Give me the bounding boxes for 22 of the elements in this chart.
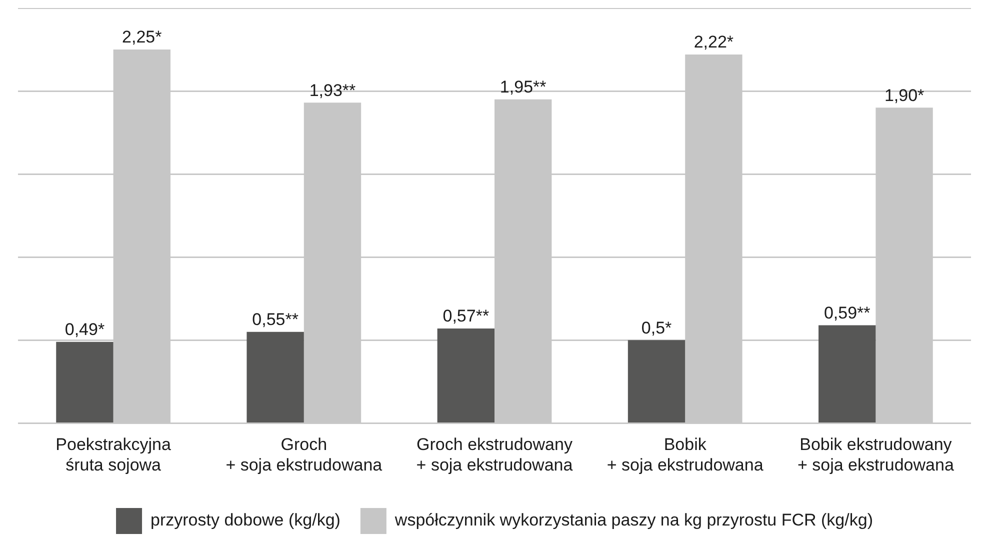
x-tick-label: Groch ekstrudowany + soja ekstrudowana xyxy=(416,435,574,474)
data-label: 0,59** xyxy=(824,303,871,322)
data-label: 0,5* xyxy=(641,318,672,338)
x-tick-label: Poekstrakcyjna śruta sojowa xyxy=(56,435,172,474)
data-label: 2,22* xyxy=(694,32,734,52)
bar xyxy=(246,332,304,422)
bar xyxy=(437,328,494,422)
data-label: 1,93** xyxy=(309,80,356,100)
data-label: 1,90* xyxy=(884,86,925,105)
x-tick-label: Bobik ekstrudowany + soja ekstrudowana xyxy=(797,435,954,474)
data-label: 0,57** xyxy=(442,306,490,326)
x-tick-label: Bobik + soja ekstrudowana xyxy=(606,435,764,474)
bar xyxy=(818,325,876,422)
legend-label: współczynnik wykorzystania paszy na kg przyrostu FCR (kg/kg) xyxy=(394,510,873,530)
x-tick-label: Groch + soja ekstrudowana xyxy=(226,435,383,474)
data-label: 0,49* xyxy=(64,320,105,340)
bar xyxy=(56,342,114,422)
data-label: 1,95** xyxy=(500,78,547,97)
bar xyxy=(628,340,686,422)
legend-label: przyrosty dobowe (kg/kg) xyxy=(150,510,340,530)
data-label: 0,55** xyxy=(252,310,299,330)
data-label: 2,25* xyxy=(122,28,162,47)
